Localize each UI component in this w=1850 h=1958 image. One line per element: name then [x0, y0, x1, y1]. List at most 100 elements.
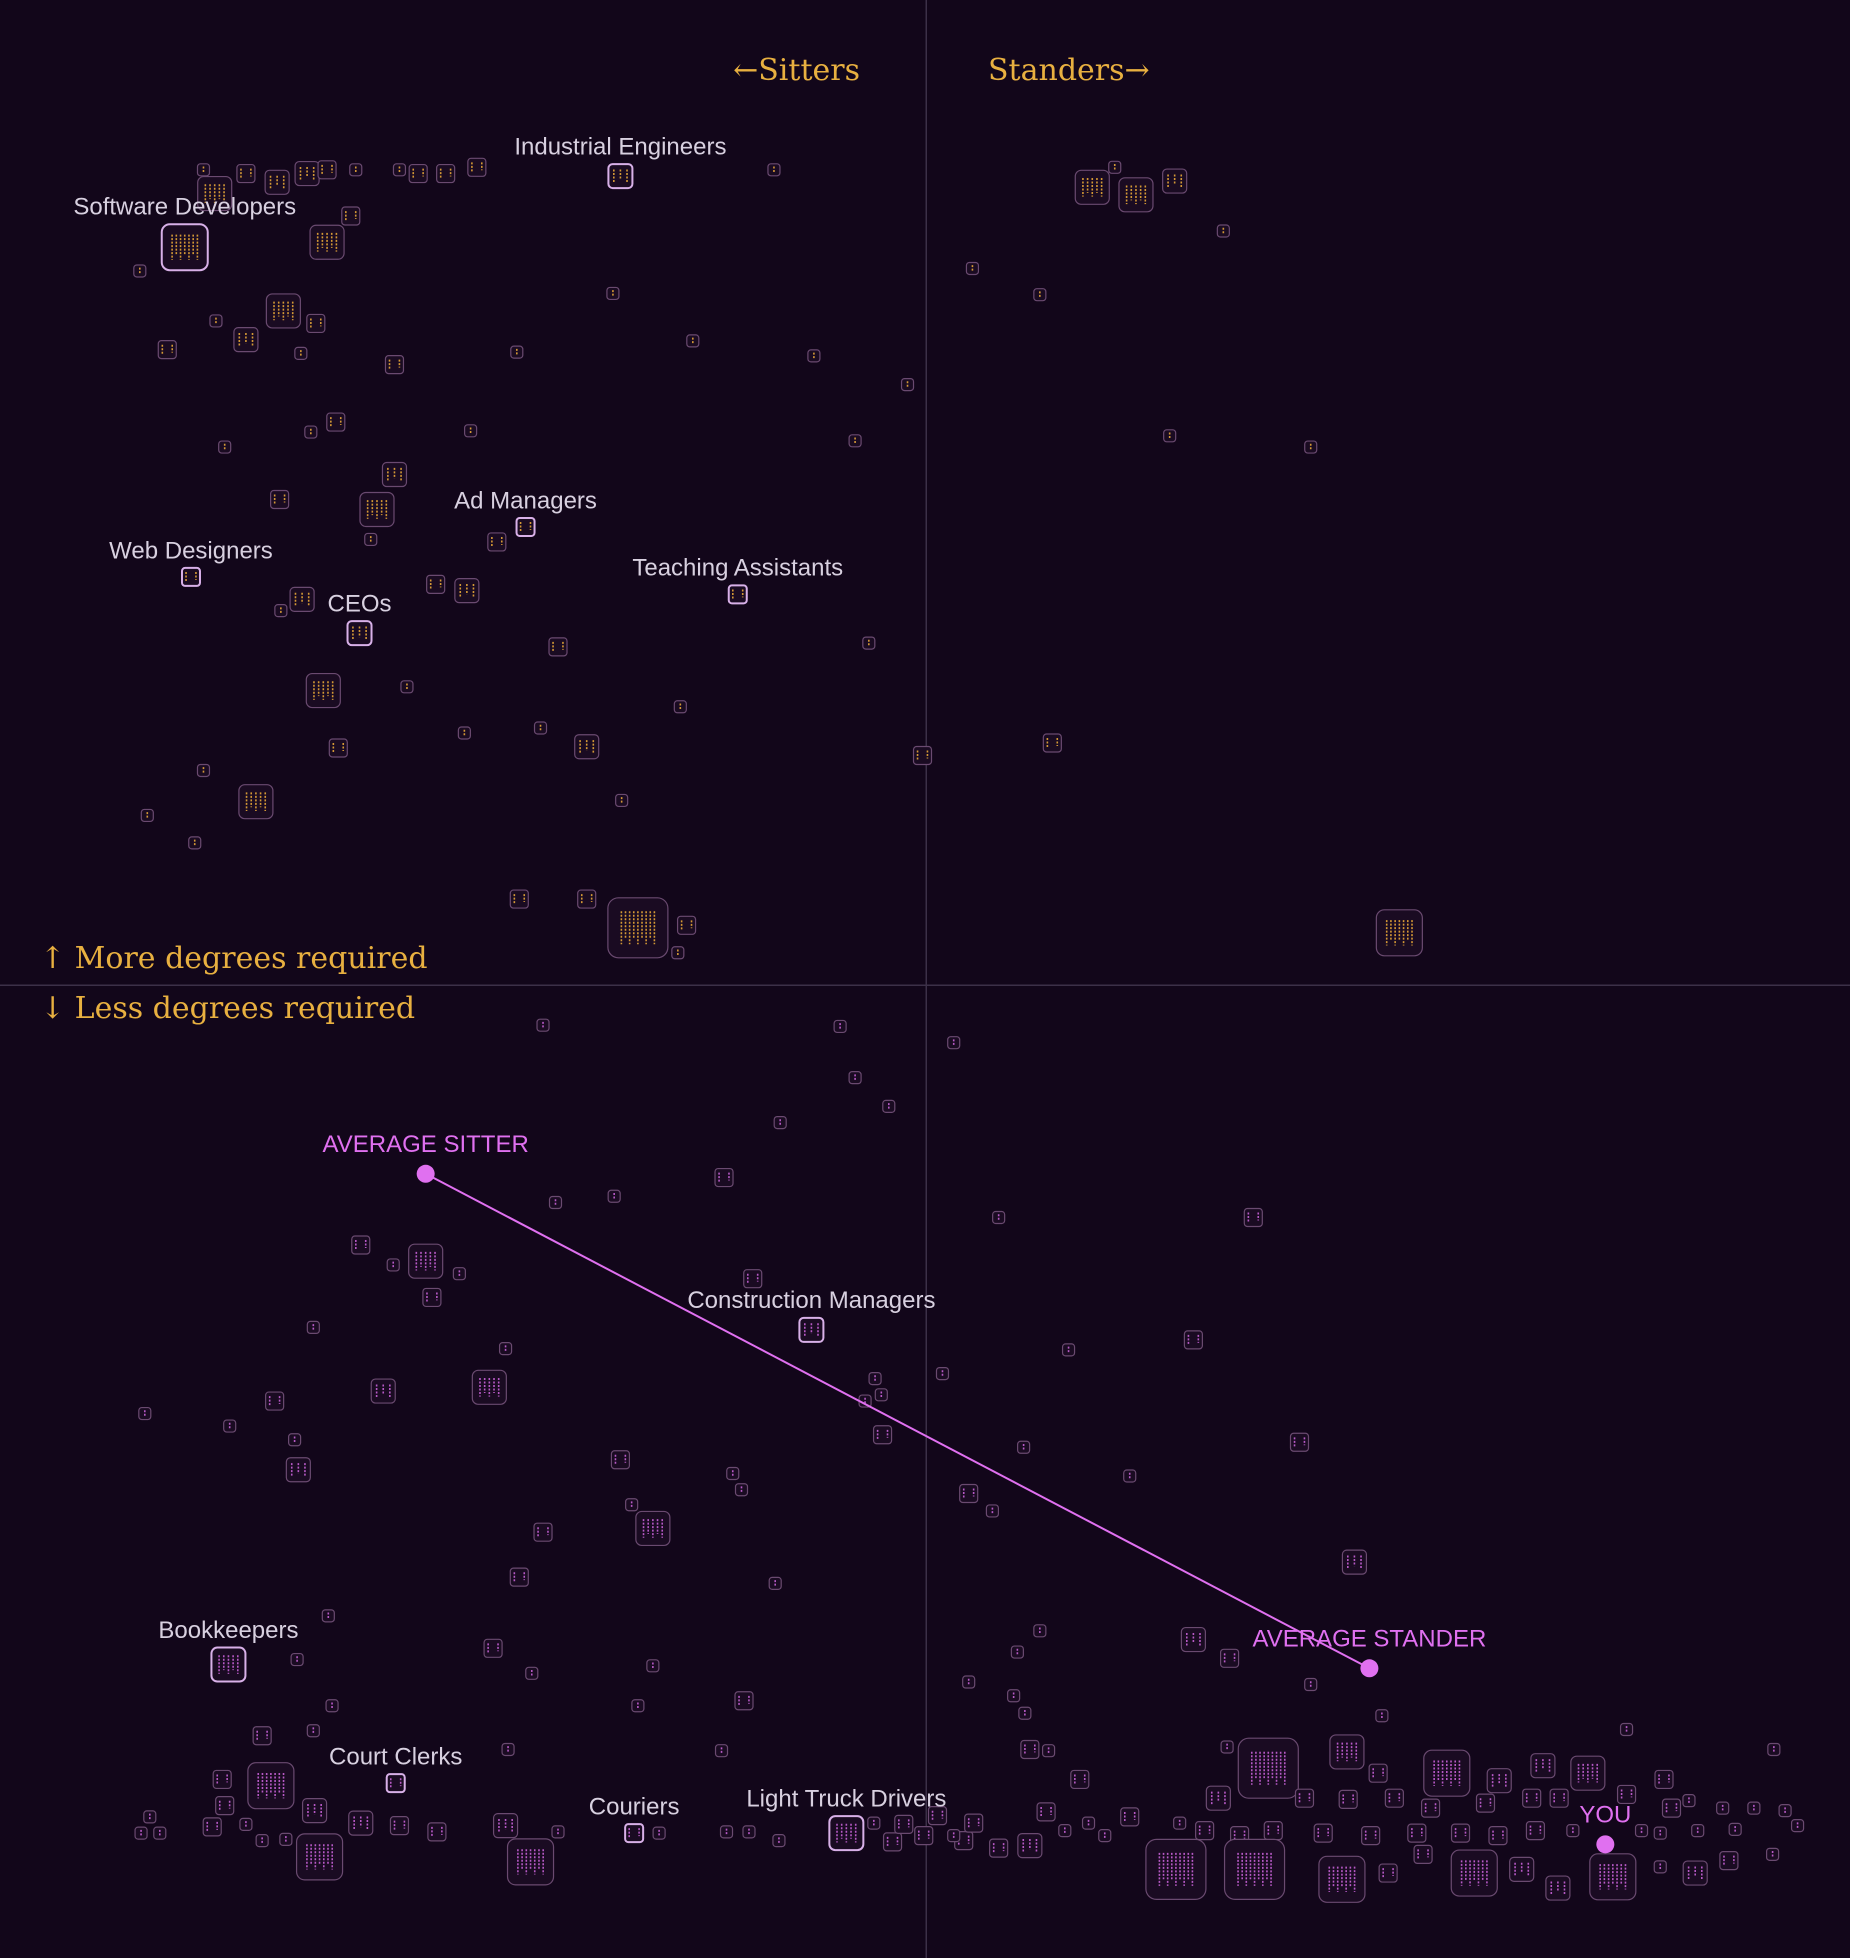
bubble	[962, 1675, 976, 1689]
bubble	[894, 1814, 914, 1834]
occupation-label: Couriers	[589, 1793, 680, 1820]
bubble	[1747, 1801, 1761, 1815]
bubble	[533, 721, 548, 735]
bubble	[328, 738, 348, 758]
bubble	[140, 808, 154, 823]
bubble	[180, 566, 201, 587]
highlight-label: AVERAGE STANDER	[1252, 1626, 1486, 1653]
bubble	[900, 378, 915, 392]
bubble	[914, 1826, 934, 1846]
bubble	[1719, 1850, 1739, 1871]
bubble	[1017, 1440, 1031, 1454]
occupation-label: Industrial Engineers	[514, 133, 726, 160]
bubble	[1570, 1755, 1606, 1791]
highlight-label: YOU	[1579, 1802, 1631, 1829]
bubble	[274, 604, 288, 618]
bubble	[325, 1699, 339, 1713]
bubble	[197, 175, 233, 212]
bubble	[133, 264, 147, 278]
bubble	[1329, 1734, 1365, 1770]
bubble	[1033, 1624, 1047, 1638]
bubble	[833, 1019, 847, 1034]
bubble	[392, 163, 407, 177]
bubble	[452, 1267, 466, 1281]
bubble	[467, 157, 487, 177]
bubble	[218, 440, 232, 454]
bubble	[1378, 1863, 1398, 1883]
bubble	[487, 532, 507, 552]
bubble	[1530, 1753, 1556, 1779]
bubble	[1145, 1838, 1207, 1900]
bubble	[734, 1483, 749, 1497]
bubble	[341, 206, 361, 226]
bubble	[457, 726, 471, 740]
bubble	[1790, 1819, 1805, 1833]
bubble	[294, 346, 308, 360]
bubble	[454, 578, 480, 604]
bubble	[874, 1388, 888, 1402]
bubble	[422, 1287, 442, 1308]
bubble	[1661, 1798, 1682, 1818]
bubble	[1549, 1788, 1569, 1808]
bubble	[912, 745, 933, 766]
bubble	[1123, 1469, 1137, 1483]
bubble	[1653, 1826, 1667, 1840]
bubble	[306, 1320, 320, 1334]
bubble	[1450, 1823, 1471, 1843]
bubble	[143, 1810, 157, 1824]
bubble	[1020, 1739, 1040, 1760]
bubble	[1033, 288, 1047, 302]
bubble	[1223, 1838, 1286, 1900]
bubble	[1061, 1343, 1076, 1357]
bubble	[285, 1457, 311, 1483]
bubble	[798, 1316, 825, 1343]
bubble	[346, 620, 373, 647]
bubble	[551, 1825, 565, 1839]
bubble	[306, 313, 326, 334]
bubble	[868, 1371, 882, 1386]
bubble	[223, 1419, 237, 1433]
bubble	[1728, 1822, 1742, 1836]
bubble	[1634, 1824, 1649, 1838]
bubble	[436, 163, 456, 184]
bubble	[848, 1071, 862, 1085]
bubble	[1263, 1821, 1283, 1841]
highlight-label: AVERAGE SITTER	[323, 1131, 529, 1158]
bubble	[321, 1609, 335, 1623]
bubble	[427, 1822, 447, 1842]
bubble	[301, 1798, 328, 1824]
bubble	[536, 1018, 550, 1032]
bubble	[1682, 1860, 1708, 1886]
bubbles	[133, 157, 1805, 1903]
bubble	[492, 1813, 519, 1839]
bubble	[1018, 1706, 1032, 1720]
bubble	[509, 1567, 529, 1587]
bubble	[264, 169, 290, 195]
bubble	[734, 1691, 754, 1711]
bubble	[848, 434, 862, 448]
occupation-label: Bookkeepers	[158, 1617, 298, 1644]
bubble	[464, 424, 478, 438]
bubble	[408, 163, 428, 184]
bubble	[525, 1666, 539, 1680]
bubble	[408, 1243, 444, 1279]
bubble	[305, 672, 341, 709]
occupation-label: Teaching Assistants	[632, 555, 843, 582]
bubble	[510, 345, 524, 359]
bubble	[483, 1638, 503, 1658]
x-axis-label: ←Sitters	[733, 53, 860, 88]
bubble	[1243, 1207, 1263, 1228]
bubble	[1566, 1824, 1580, 1838]
bubble	[1195, 1821, 1215, 1841]
bubble	[635, 1510, 671, 1547]
bubble	[386, 1258, 400, 1272]
bubble	[1120, 1807, 1140, 1827]
bubble	[992, 1210, 1006, 1225]
bubble	[348, 1810, 374, 1836]
bubble	[947, 1829, 961, 1843]
bubble	[1162, 168, 1188, 194]
bubble	[1341, 1549, 1368, 1575]
bubble	[1304, 440, 1318, 454]
